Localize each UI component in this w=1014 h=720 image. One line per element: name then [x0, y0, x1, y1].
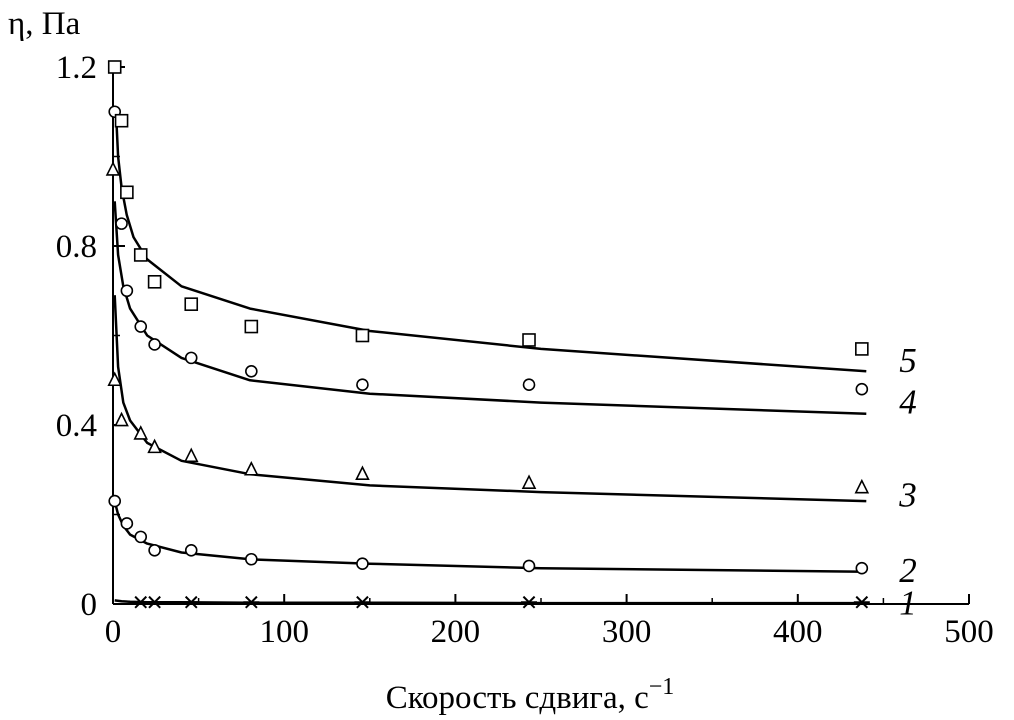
point-series-2: [522, 559, 536, 573]
point-series-1: [183, 595, 200, 609]
point-series-4: [184, 351, 198, 365]
point-series-5: [133, 248, 148, 262]
point-series-3: [105, 161, 121, 176]
point-series-4: [245, 364, 258, 378]
point-series-3: [133, 425, 149, 440]
point-series-2: [184, 543, 198, 557]
point-series-2: [356, 557, 369, 571]
x-tick-label: 500: [944, 614, 994, 650]
series-label-2: 2: [899, 551, 917, 590]
point-series-3: [107, 371, 123, 387]
point-series-1-stroke: [245, 595, 258, 609]
point-series-2: [148, 543, 161, 557]
x-tick-label: 100: [259, 614, 309, 650]
point-series-2: [855, 561, 869, 575]
point-series-3: [183, 447, 199, 463]
point-series-3: [114, 411, 129, 427]
series-label-4: 4: [899, 383, 917, 422]
point-series-3: [854, 478, 870, 494]
point-series-1: [243, 595, 260, 609]
data-points: [105, 60, 870, 609]
point-series-5: [855, 342, 869, 356]
point-series-3: [355, 465, 370, 481]
fit-curve-series-2: [113, 500, 867, 574]
point-series-1-stroke: [855, 595, 869, 609]
point-series-1: [146, 595, 163, 609]
point-series-5: [114, 113, 129, 128]
point-series-1-stroke: [522, 595, 536, 609]
point-series-4: [120, 284, 134, 298]
labels: η, Па Скорость сдвига, с−1 12 3 45: [8, 6, 917, 716]
point-series-1-stroke: [134, 595, 148, 609]
x-axis-title-exponent: −1: [649, 674, 675, 700]
point-series-4: [115, 217, 128, 230]
fit-curve-series-3: [113, 295, 867, 503]
x-axis-title-text: Скорость сдвига, с: [386, 680, 649, 716]
y-tick-label: 0.8: [56, 229, 97, 265]
series-label-5: 5: [899, 341, 917, 380]
point-series-4: [356, 378, 369, 392]
series-label-1: 1: [899, 584, 917, 623]
point-series-5: [147, 274, 162, 289]
x-tick-label: 400: [773, 614, 823, 650]
point-series-4: [134, 320, 148, 333]
point-series-1: [132, 595, 149, 609]
point-series-4: [855, 382, 869, 396]
y-tick-label: 0.4: [56, 408, 97, 444]
x-tick-label: 300: [602, 614, 652, 650]
point-series-5: [107, 60, 122, 74]
axes: 0 100 200 300 400 500 0 0.4 0.8 1.2: [56, 50, 994, 650]
point-series-1: [521, 595, 538, 609]
point-series-5: [184, 297, 199, 311]
x-axis-title: Скорость сдвига, с−1: [386, 674, 675, 716]
y-tick-label: 1.2: [56, 50, 97, 86]
point-series-1-stroke: [356, 595, 369, 609]
fit-curve-series-4: [113, 201, 867, 416]
point-series-5: [244, 319, 259, 334]
fit-curves: [113, 120, 867, 605]
series-label-3: 3: [898, 475, 917, 514]
x-tick-label: 0: [105, 614, 122, 650]
point-series-3: [147, 438, 162, 454]
point-series-2: [245, 552, 258, 566]
point-series-3: [244, 460, 259, 476]
point-series-1-stroke: [148, 595, 161, 609]
fit-curve-series-1: [114, 599, 867, 605]
point-series-1: [354, 595, 371, 609]
point-series-5: [522, 333, 536, 347]
point-series-5: [120, 185, 134, 200]
x-tick-label: 200: [431, 614, 481, 650]
point-series-2: [134, 530, 148, 544]
point-series-4: [522, 378, 536, 392]
y-axis-title: η, Па: [8, 6, 81, 42]
point-series-5: [355, 328, 370, 343]
point-series-1-stroke: [184, 595, 198, 609]
point-series-1: [853, 595, 870, 609]
point-series-3: [521, 474, 537, 489]
y-tick-label: 0: [81, 587, 98, 623]
point-series-2: [108, 494, 122, 508]
fit-curve-series-5: [115, 120, 867, 373]
point-series-4: [148, 338, 161, 351]
point-series-2: [120, 517, 134, 530]
